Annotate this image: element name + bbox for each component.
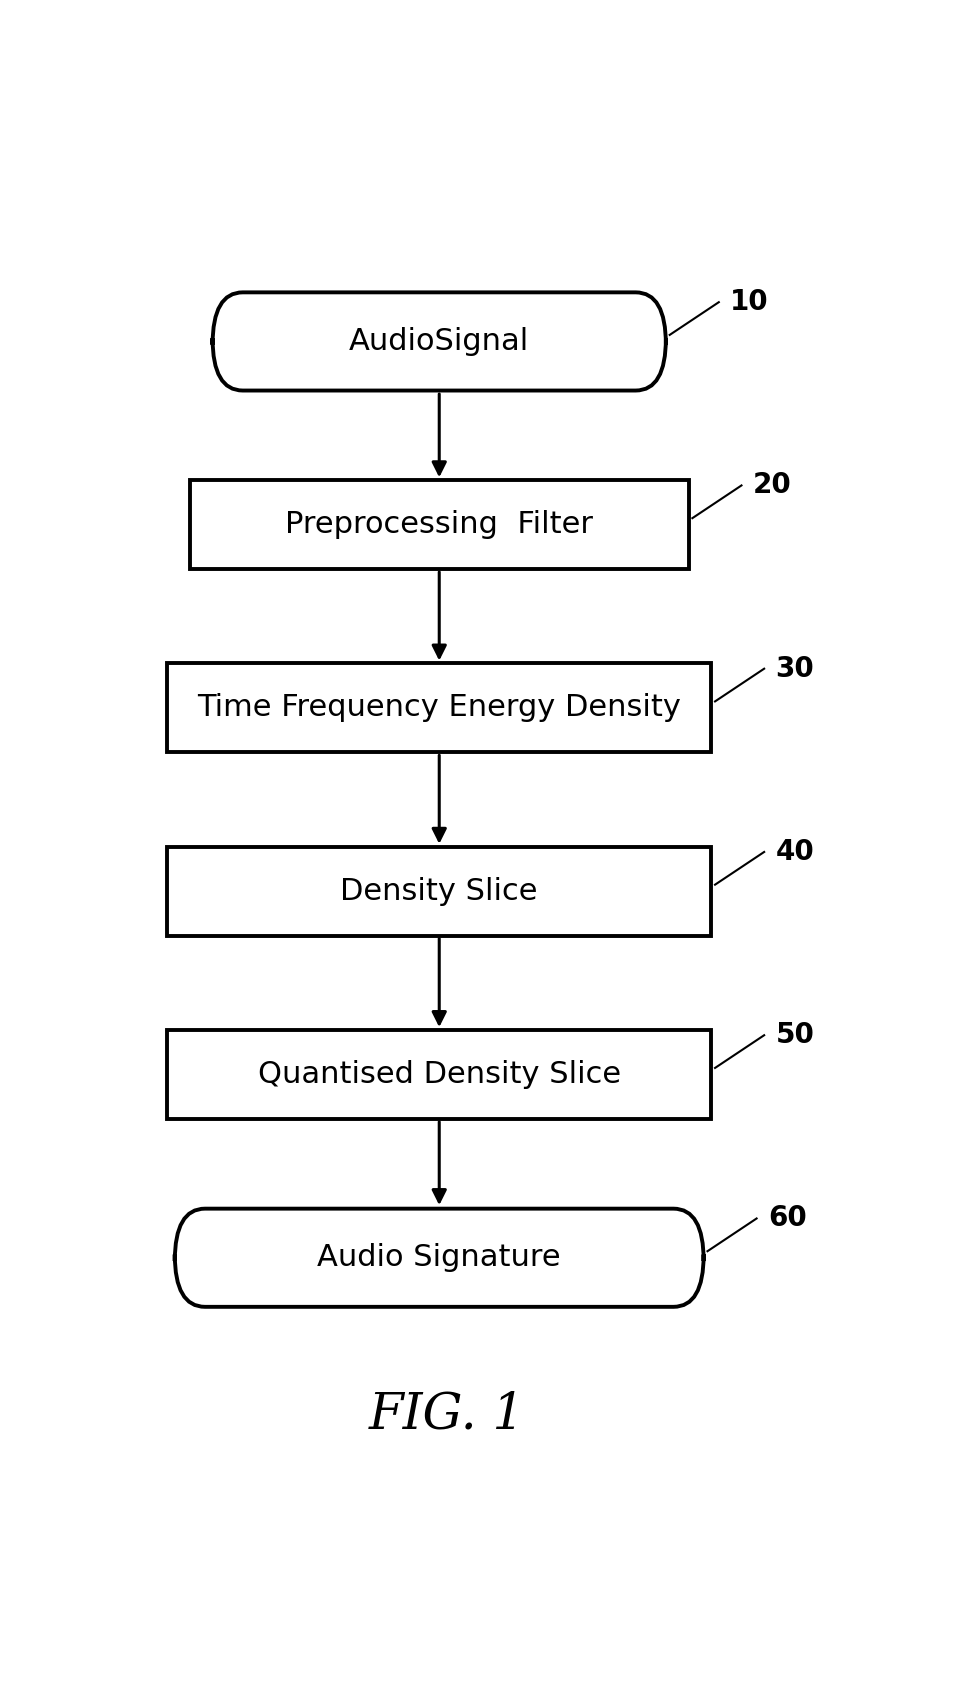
Text: 10: 10: [730, 289, 768, 316]
Text: 50: 50: [775, 1022, 814, 1049]
Text: Time Frequency Energy Density: Time Frequency Energy Density: [197, 694, 682, 722]
Text: Audio Signature: Audio Signature: [318, 1243, 561, 1272]
Text: 20: 20: [753, 471, 792, 500]
Bar: [168, 1030, 711, 1119]
FancyBboxPatch shape: [175, 1209, 704, 1307]
Text: AudioSignal: AudioSignal: [349, 326, 529, 355]
Text: Preprocessing  Filter: Preprocessing Filter: [286, 510, 593, 539]
Text: FIG. 1: FIG. 1: [369, 1391, 525, 1440]
Bar: [168, 663, 711, 753]
Bar: [190, 479, 688, 570]
Text: 40: 40: [775, 838, 814, 865]
Text: Density Slice: Density Slice: [340, 877, 538, 906]
Bar: [168, 847, 711, 935]
Text: Quantised Density Slice: Quantised Density Slice: [257, 1061, 621, 1090]
Text: 60: 60: [768, 1205, 806, 1232]
Text: 30: 30: [775, 654, 814, 683]
FancyBboxPatch shape: [213, 292, 666, 391]
